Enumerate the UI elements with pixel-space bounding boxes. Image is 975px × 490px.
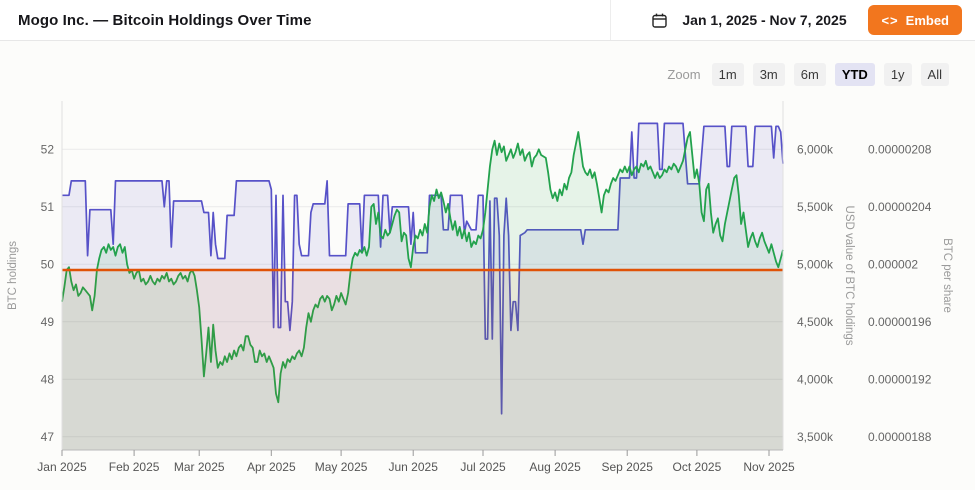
left-axis-tick-label: 48 [41, 372, 55, 386]
chart-toolbar: Zoom 1m 3m 6m YTD 1y All [667, 63, 949, 86]
usd-axis-tick-label: 5,500k [797, 200, 834, 214]
x-axis-label: May 2025 [315, 460, 368, 474]
header-divider [610, 0, 611, 40]
pershare-axis-tick-label: 0.00000188 [868, 430, 932, 444]
header: Mogo Inc. — Bitcoin Holdings Over Time J… [0, 0, 975, 41]
zoom-button-6m[interactable]: 6m [793, 63, 826, 86]
x-axis-label: Aug 2025 [529, 460, 581, 474]
usd-axis-tick-label: 4,500k [797, 315, 834, 329]
date-range-label: Jan 1, 2025 - Nov 7, 2025 [682, 12, 847, 28]
embed-label: Embed [905, 12, 949, 28]
x-axis-label: Jan 2025 [37, 460, 87, 474]
code-icon: <> [881, 12, 899, 28]
zoom-button-1y[interactable]: 1y [883, 63, 912, 86]
left-axis-tick-label: 52 [41, 142, 55, 156]
embed-button[interactable]: <> Embed [868, 5, 962, 35]
x-axis-label: Apr 2025 [247, 460, 296, 474]
pershare-axis-tick-label: 0.00000196 [868, 315, 932, 329]
x-axis-label: Nov 2025 [743, 460, 795, 474]
axis-title-usd-value: USD value of BTC holdings [843, 206, 855, 346]
left-axis-tick-label: 50 [41, 257, 55, 271]
series-area-3 [62, 270, 783, 450]
zoom-button-1m[interactable]: 1m [711, 63, 744, 86]
pershare-axis-tick-label: 0.000002 [868, 257, 918, 271]
usd-axis-tick-label: 3,500k [797, 430, 834, 444]
pershare-axis-tick-label: 0.00000208 [868, 142, 932, 156]
series-line-2 [61, 131, 784, 404]
series-line-1 [62, 122, 784, 415]
usd-axis-tick-label: 6,000k [797, 142, 834, 156]
series-area-2 [62, 132, 783, 450]
zoom-button-3m[interactable]: 3m [752, 63, 785, 86]
left-axis-tick-label: 49 [41, 315, 55, 329]
calendar-icon [651, 12, 668, 29]
usd-axis-tick-label: 5,000k [797, 257, 834, 271]
date-range-picker[interactable]: Jan 1, 2025 - Nov 7, 2025 [624, 0, 874, 40]
zoom-button-all[interactable]: All [920, 63, 949, 86]
axis-title-btc-holdings: BTC holdings [7, 241, 19, 310]
x-axis-label: Mar 2025 [174, 460, 225, 474]
x-axis-label: Sep 2025 [602, 460, 654, 474]
chart-canvas[interactable]: Jan 2025 Feb 2025 Mar 2025 Apr 2025 May 2025… [0, 41, 975, 490]
x-axis-label: Feb 2025 [109, 460, 160, 474]
x-axis-label: Jul 2025 [460, 460, 506, 474]
zoom-button-ytd[interactable]: YTD [834, 63, 875, 86]
page-title: Mogo Inc. — Bitcoin Holdings Over Time [18, 11, 312, 29]
pershare-axis-tick-label: 0.00000204 [868, 200, 932, 214]
usd-axis-tick-label: 4,000k [797, 372, 834, 386]
x-axis-label: Jun 2025 [389, 460, 439, 474]
series-area-1 [62, 123, 783, 451]
left-axis-tick-label: 51 [41, 200, 55, 214]
axis-title-btc-per-share: BTC per share [941, 238, 953, 313]
x-axis-label: Oct 2025 [673, 460, 722, 474]
zoom-label: Zoom [667, 67, 701, 82]
chart-section: Zoom 1m 3m 6m YTD 1y All Jan 2025 Feb 2025 Mar 2… [0, 41, 975, 490]
left-axis-tick-label: 47 [41, 430, 55, 444]
pershare-axis-tick-label: 0.00000192 [868, 372, 932, 386]
